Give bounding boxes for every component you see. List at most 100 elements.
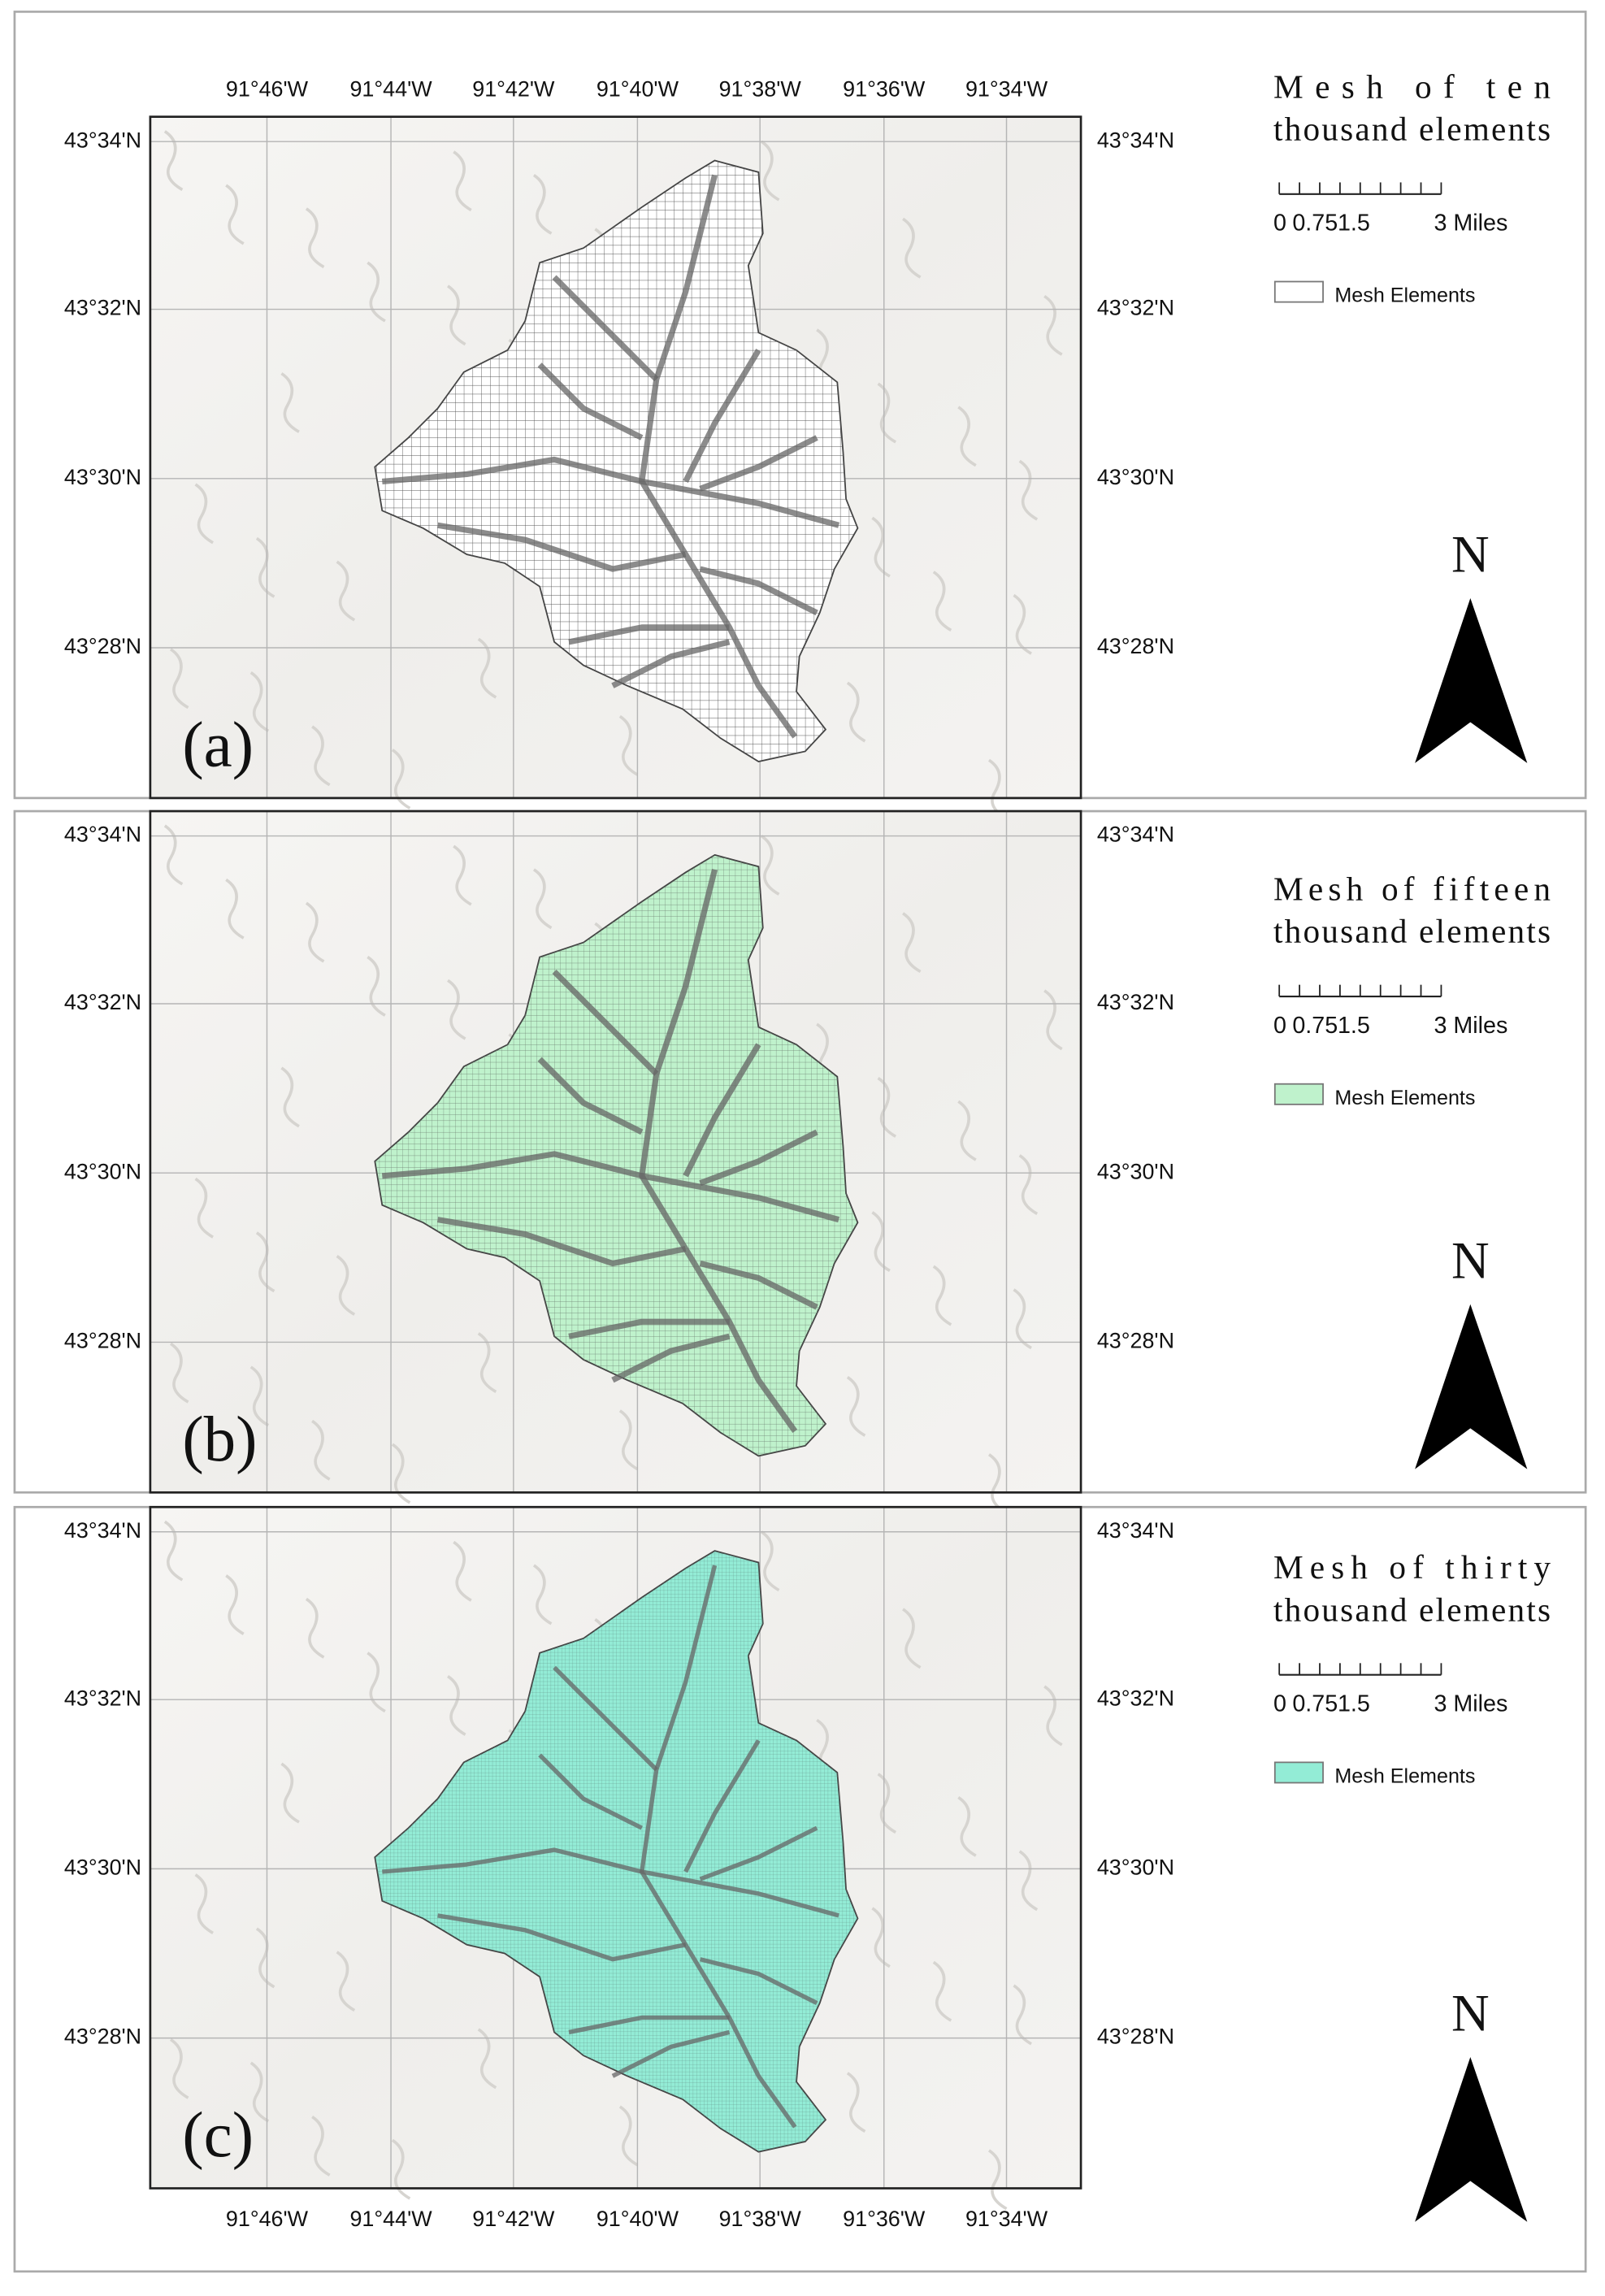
stream-mesh <box>436 1217 687 1267</box>
panel-label: (c) <box>182 2100 254 2171</box>
terrain-shade <box>225 184 245 245</box>
terrain-shade <box>225 878 245 940</box>
stream-mesh <box>568 624 730 645</box>
stream-mesh <box>381 1151 840 1223</box>
stream-mesh <box>699 435 818 492</box>
terrain-shade <box>446 284 466 346</box>
longitude-label: 91°44'W <box>349 2207 432 2231</box>
terrain-shade <box>336 1951 356 2012</box>
longitude-label: 91°46'W <box>226 76 309 101</box>
scale-label: 0.75 <box>1292 211 1338 237</box>
stream-mesh <box>699 1261 818 1310</box>
map-panel: 43°34'N 43°34'N 43°32'N 43°32'N 43°30'N 43°30… <box>13 809 1587 1514</box>
stream-mesh <box>699 566 818 616</box>
scale-label: 3 Miles <box>1434 211 1507 237</box>
terrain-shade <box>532 173 553 235</box>
stream-mesh <box>436 522 687 572</box>
terrain-shade <box>957 406 977 467</box>
stream-mesh <box>381 456 840 528</box>
terrain-shade <box>391 749 411 810</box>
stream-mesh <box>611 639 731 688</box>
terrain-shade <box>225 1574 245 1635</box>
terrain-shade <box>336 560 356 622</box>
terrain-shade <box>871 1907 891 1968</box>
terrain-shade <box>1013 1288 1032 1350</box>
terrain-shade <box>987 2149 1008 2211</box>
terrain-shade <box>1043 989 1063 1051</box>
terrain-shade <box>163 130 184 191</box>
stream-mesh <box>382 1847 839 1918</box>
terrain-shade <box>255 1231 275 1293</box>
terrain-shade <box>446 979 466 1040</box>
scale-label: 0 <box>1273 1691 1286 1717</box>
mesh-grid <box>375 1551 858 2152</box>
terrain-shade <box>305 207 325 269</box>
panel-label: (a) <box>182 710 254 780</box>
stream-mesh <box>537 362 644 441</box>
stream-mesh <box>639 868 798 1434</box>
scale-label: 3 Miles <box>1434 1013 1507 1039</box>
latitude-label: 43°32'N <box>1097 990 1174 1014</box>
latitude-label: 43°34'N <box>64 1518 141 1543</box>
north-arrow <box>1415 2056 1528 2222</box>
terrain-shade <box>255 1927 275 1989</box>
terrain-shade <box>311 1419 331 1481</box>
terrain-shade <box>760 835 780 896</box>
stream-mesh <box>683 1739 761 1873</box>
stream-mesh <box>699 1957 818 2005</box>
longitude-label: 91°38'W <box>719 2207 802 2231</box>
latitude-label: 43°32'N <box>1097 1686 1174 1710</box>
latitude-label: 43°30'N <box>64 465 141 489</box>
longitude-label: 91°38'W <box>719 76 802 101</box>
terrain-shade <box>280 1066 300 1128</box>
terrain-shade <box>1043 1685 1063 1747</box>
latitude-label: 43°30'N <box>64 1855 141 1880</box>
terrain-shade <box>453 150 472 212</box>
latitude-label: 43°32'N <box>64 1686 141 1710</box>
terrain-shade <box>902 912 922 974</box>
legend-title: thousand elements <box>1273 913 1551 950</box>
terrain-shade <box>367 1651 386 1713</box>
legend-title: thousand elements <box>1273 1591 1551 1628</box>
latitude-label: 43°30'N <box>64 1159 141 1183</box>
scale-label: 3 Miles <box>1434 1691 1507 1717</box>
north-label: N <box>1451 525 1490 584</box>
mesh-grid <box>375 854 858 1456</box>
latitude-label: 43°30'N <box>1097 465 1174 489</box>
terrain-shade <box>194 1873 214 1934</box>
legend-title: thousand elements <box>1273 110 1551 147</box>
terrain-shade <box>305 1597 325 1659</box>
terrain-shade <box>902 1608 922 1669</box>
terrain-shade <box>194 1177 214 1239</box>
longitude-label: 91°42'W <box>472 2207 555 2231</box>
legend-title: Mesh of thirty <box>1273 1548 1551 1586</box>
stream-mesh <box>611 2029 731 2078</box>
terrain-shade <box>280 372 300 433</box>
map-frame <box>149 1505 1082 2190</box>
legend-label: Mesh Elements <box>1334 1087 1475 1109</box>
latitude-label: 43°28'N <box>64 2025 141 2049</box>
terrain-shade <box>871 516 891 578</box>
legend-label: Mesh Elements <box>1334 284 1475 307</box>
scale-label: 0 <box>1273 211 1286 237</box>
terrain-shade <box>760 140 780 202</box>
terrain-shade <box>305 901 325 963</box>
terrain-shade <box>532 1564 553 1625</box>
longitude-label: 91°44'W <box>349 76 432 101</box>
stream-mesh <box>437 1913 687 1962</box>
terrain-shade <box>477 1332 497 1394</box>
map-frame <box>149 809 1082 1494</box>
north-arrow <box>1415 597 1528 763</box>
terrain-shade <box>249 2061 270 2123</box>
terrain-shade <box>453 844 472 906</box>
terrain-shade <box>169 648 189 710</box>
terrain-shade <box>477 2028 497 2090</box>
terrain-shade <box>255 536 275 598</box>
stream-mesh <box>683 348 761 483</box>
terrain-shade <box>902 217 922 279</box>
scale-label: 1.5 <box>1338 1013 1370 1039</box>
latitude-label: 43°28'N <box>1097 634 1174 658</box>
latitude-label: 43°30'N <box>1097 1159 1174 1183</box>
